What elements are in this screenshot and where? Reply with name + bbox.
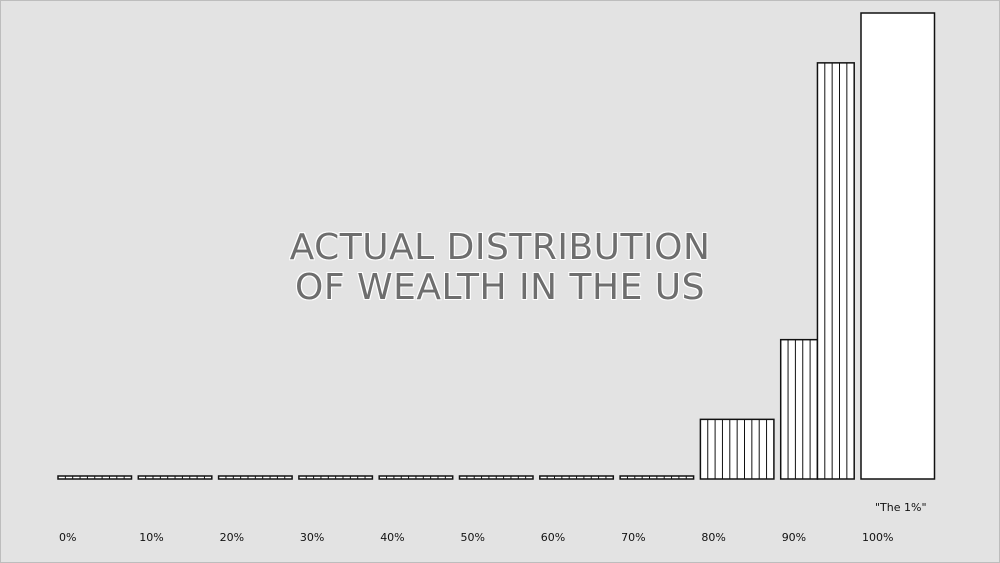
x-tick-label-20pct: 20% (220, 531, 244, 544)
x-tick-labels: 0% 10% 20% 30% 40% 50% 60% 70% 80% 90% 100% (59, 531, 893, 544)
x-tick-label-100pct: 100% (862, 531, 893, 544)
bar-10pct (137, 475, 213, 480)
bars-group (57, 12, 936, 480)
annotations-group: "The 1%" (875, 501, 927, 514)
x-tick-label-80pct: 80% (701, 531, 725, 544)
x-tick-label-0pct: 0% (59, 531, 76, 544)
x-tick-label-10pct: 10% (139, 531, 163, 544)
bar-80pct (699, 418, 775, 480)
bar-100pct-rect (860, 12, 936, 480)
bar-70pct (619, 475, 695, 480)
x-tick-label-70pct: 70% (621, 531, 645, 544)
x-tick-label-50pct: 50% (461, 531, 485, 544)
bar-30pct (298, 475, 374, 480)
x-tick-label-60pct: 60% (541, 531, 565, 544)
x-tick-label-90pct: 90% (782, 531, 806, 544)
bar-20pct (217, 475, 293, 480)
bar-50pct (458, 475, 534, 480)
bar-90pct-part-1 (779, 338, 819, 480)
bar-60pct (539, 475, 615, 480)
annotation-the-1pct: "The 1%" (875, 501, 927, 514)
x-tick-label-30pct: 30% (300, 531, 324, 544)
x-tick-label-40pct: 40% (380, 531, 404, 544)
bar-90pct-part-2-rect (816, 62, 855, 480)
bar-40pct (378, 475, 454, 480)
bar-90pct-part-1-rect (779, 338, 819, 480)
chart-title: ACTUAL DISTRIBUTION OF WEALTH IN THE US (250, 228, 750, 308)
bar-100pct (860, 12, 936, 480)
chart-title-line-2: OF WEALTH IN THE US (295, 267, 705, 308)
bar-90pct-part-2 (816, 62, 855, 480)
bar-0pct (57, 475, 133, 480)
chart-title-line-1: ACTUAL DISTRIBUTION (289, 227, 711, 268)
